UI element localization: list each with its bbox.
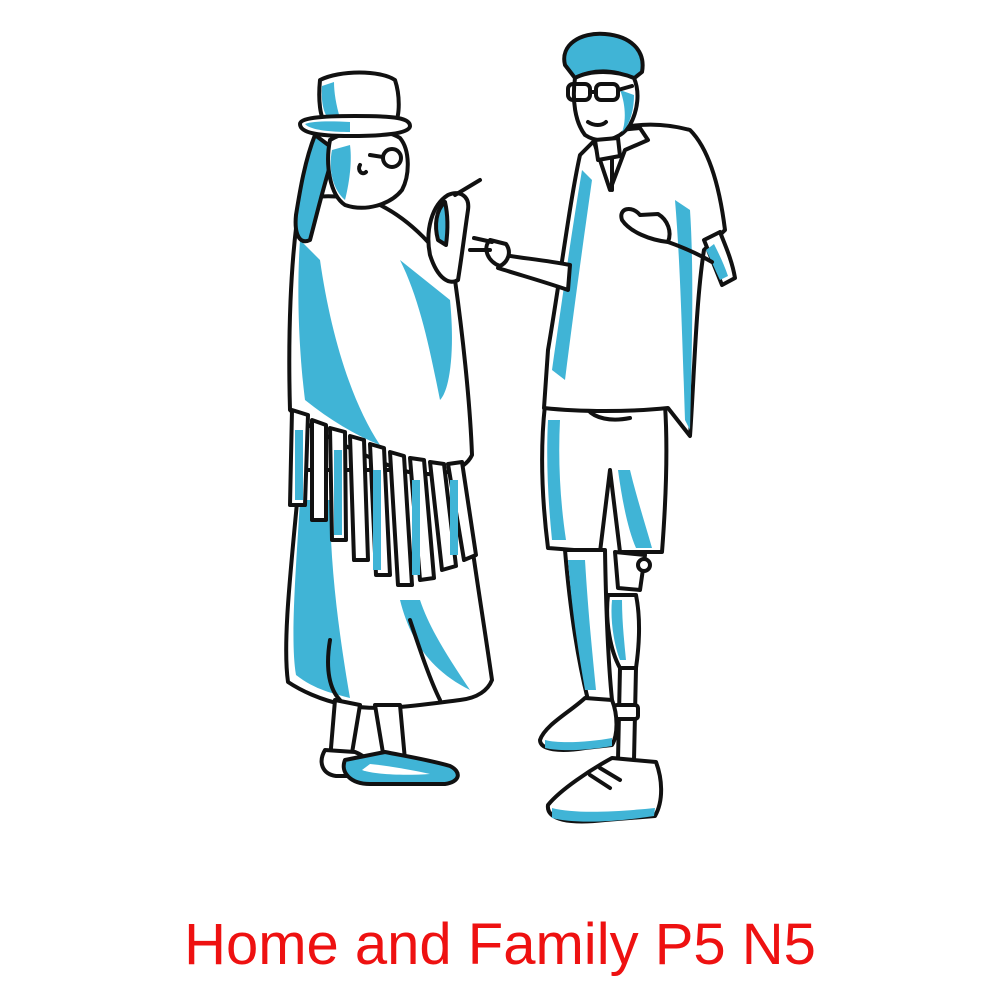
woman-figure: [284, 70, 494, 786]
man-figure: [468, 31, 737, 824]
illustration: [284, 31, 737, 824]
caption: Home and Family P5 N5: [184, 912, 816, 977]
